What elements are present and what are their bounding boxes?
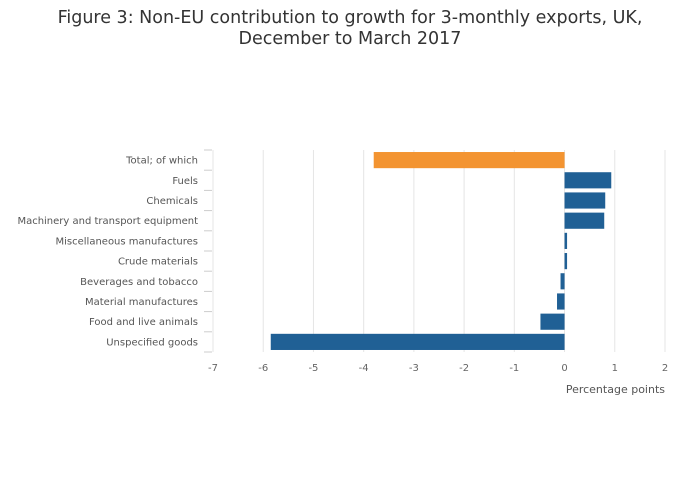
bar-miscellaneous-manufactures	[564, 232, 568, 249]
bar-total-of-which	[373, 152, 565, 169]
x-tick-label-4: -3	[409, 363, 419, 374]
x-tick-label-1: -6	[258, 363, 268, 374]
x-axis-title: Percentage points	[566, 383, 665, 396]
bar-beverages-and-tobacco	[560, 273, 565, 290]
category-label-4: Miscellaneous manufactures	[56, 236, 199, 247]
category-label-8: Food and live animals	[89, 317, 198, 328]
bar-material-manufactures	[557, 293, 565, 310]
x-tick-label-6: -1	[509, 363, 519, 374]
x-tick-label-8: 1	[612, 363, 618, 374]
category-ticks	[204, 149, 212, 353]
bar-food-and-live-animals	[540, 313, 565, 330]
bar-fuels	[564, 172, 612, 189]
category-label-9: Unspecified goods	[106, 337, 198, 348]
x-tick-label-5: -2	[459, 363, 469, 374]
category-label-7: Material manufactures	[85, 297, 198, 308]
category-label-3: Machinery and transport equipment	[17, 216, 198, 227]
x-tick-label-3: -4	[359, 363, 369, 374]
x-tick-label-7: 0	[561, 363, 567, 374]
chart-title-line-2: December to March 2017	[238, 29, 462, 49]
chart-title: Figure 3: Non-EU contribution to growth …	[0, 8, 700, 50]
x-tick-labels: -7 -6 -5 -4 -3 -2 -1 0 1 2	[208, 363, 668, 374]
bar-unspecified-goods	[270, 333, 565, 350]
category-label-1: Fuels	[172, 176, 198, 187]
category-label-5: Crude materials	[118, 257, 198, 268]
bar-chemicals	[564, 192, 606, 209]
x-tick-label-0: -7	[208, 363, 218, 374]
chart-title-line-1: Figure 3: Non-EU contribution to growth …	[57, 8, 643, 28]
category-label-2: Chemicals	[146, 196, 198, 207]
x-tick-label-9: 2	[662, 363, 668, 374]
bar-crude-materials	[564, 253, 568, 270]
category-label-0: Total; of which	[125, 156, 198, 167]
x-tick-label-2: -5	[308, 363, 318, 374]
category-labels: Total; of which Fuels Chemicals Machinery a…	[17, 156, 198, 349]
bars	[270, 152, 612, 350]
bar-machinery-and-transport-equipment	[564, 212, 605, 229]
category-label-6: Beverages and tobacco	[80, 277, 198, 288]
